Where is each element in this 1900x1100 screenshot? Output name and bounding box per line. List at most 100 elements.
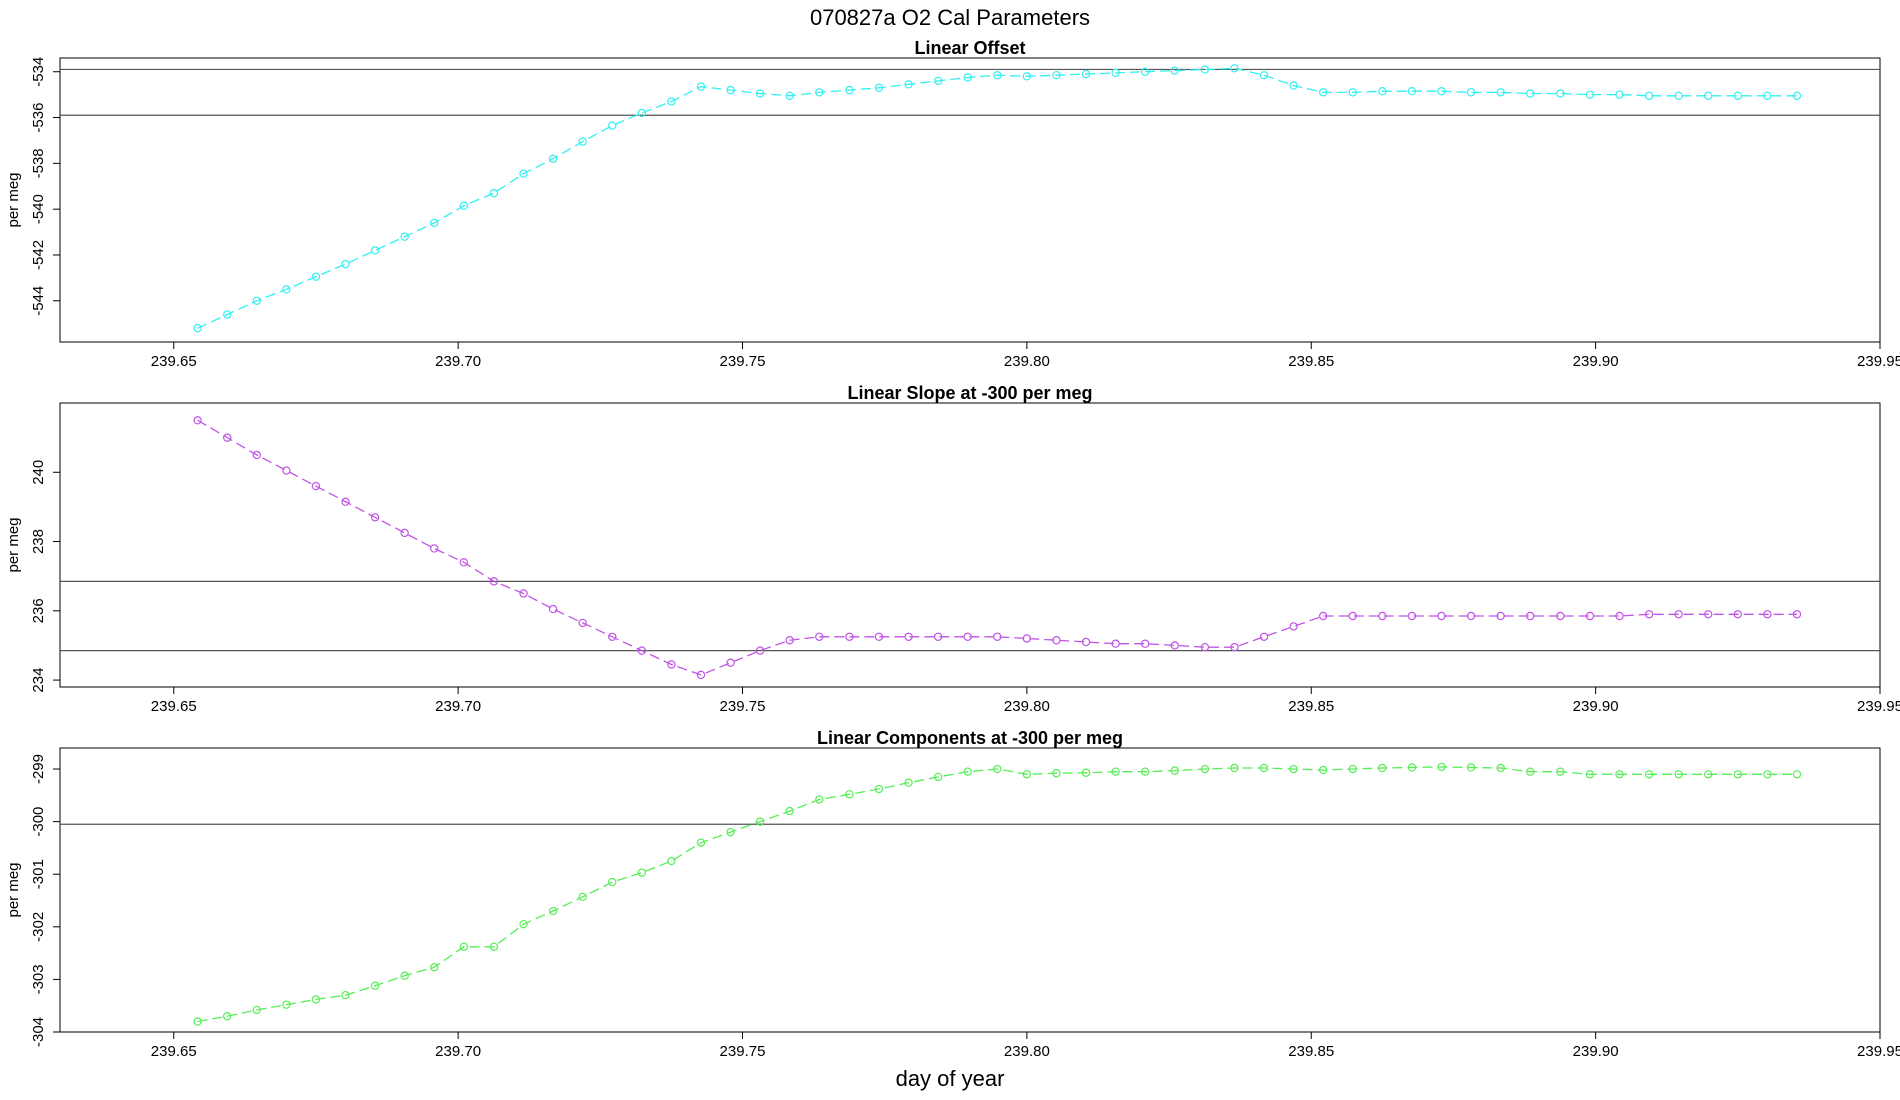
data-point	[608, 121, 617, 130]
x-axis-label: day of year	[896, 1066, 1005, 1091]
y-tick-label: -534	[30, 57, 47, 87]
data-point	[1763, 610, 1772, 619]
y-tick-label: -302	[30, 912, 47, 942]
data-point	[341, 259, 350, 269]
data-point	[667, 97, 676, 106]
y-tick-label: 236	[30, 598, 47, 623]
data-point	[1496, 763, 1505, 773]
data-point	[608, 632, 617, 641]
x-tick-label: 239.85	[1288, 1043, 1334, 1060]
data-point	[904, 632, 913, 641]
data-point	[1585, 90, 1595, 99]
data-point	[1704, 610, 1713, 619]
data-point	[1259, 632, 1269, 641]
data-point	[1585, 611, 1595, 621]
y-tick-label: -299	[30, 754, 47, 784]
data-point	[311, 995, 321, 1004]
data-point	[1081, 768, 1091, 777]
data-point	[578, 892, 587, 902]
data-point	[400, 528, 409, 538]
data-point	[1348, 611, 1357, 621]
panel-1: Linear Offset 239.65 239.70 239.75 239.80 239…	[5, 38, 1900, 370]
data-point	[282, 1000, 291, 1009]
data-point	[311, 272, 321, 281]
data-point	[1556, 611, 1565, 621]
data-point	[963, 632, 972, 641]
x-tick-label: 239.90	[1573, 698, 1619, 715]
data-point	[1052, 636, 1061, 645]
x-tick-label: 239.65	[151, 698, 197, 715]
data-point	[1289, 81, 1298, 90]
data-point	[874, 632, 884, 641]
x-tick-label: 239.85	[1288, 353, 1334, 370]
y-tick-label: -301	[30, 859, 47, 889]
data-point	[519, 589, 528, 598]
y-axis-label: per meg	[5, 172, 22, 227]
y-tick-label: -536	[30, 103, 47, 133]
data-point	[1704, 91, 1713, 100]
data-point	[1140, 67, 1150, 76]
data-point	[1496, 611, 1505, 621]
data-point	[430, 963, 439, 972]
plot-frame	[59, 57, 1881, 343]
data-point	[370, 513, 380, 522]
data-point	[459, 558, 469, 567]
data-point	[1200, 642, 1210, 652]
data-point	[282, 466, 291, 475]
data-point	[1407, 611, 1417, 621]
data-point	[430, 218, 439, 228]
data-point	[815, 795, 824, 804]
data-point	[1022, 634, 1032, 643]
data-point	[400, 971, 409, 980]
y-tick-label: -304	[30, 1017, 47, 1047]
data-point	[1674, 610, 1683, 619]
data-point	[785, 91, 794, 100]
data-point	[696, 838, 706, 847]
data-point	[489, 577, 499, 586]
data-point	[1526, 767, 1535, 776]
data-point	[341, 497, 350, 506]
data-point	[1052, 70, 1061, 80]
data-point	[874, 83, 884, 92]
data-point	[1615, 90, 1624, 99]
data-point	[963, 767, 972, 776]
panel-title: Linear Slope at -300 per meg	[847, 383, 1092, 403]
data-point	[726, 658, 735, 667]
series-line	[197, 419, 1797, 676]
y-tick-label: 238	[30, 529, 47, 554]
data-point	[1526, 89, 1535, 98]
data-point	[1585, 770, 1595, 779]
data-point	[1081, 637, 1091, 647]
data-point	[1140, 639, 1150, 648]
x-tick-label: 239.70	[435, 1043, 481, 1060]
data-point	[815, 632, 824, 641]
data-point	[1733, 91, 1743, 100]
data-point	[1733, 770, 1743, 779]
data-point	[1526, 611, 1535, 621]
data-point	[726, 827, 735, 837]
data-point	[1763, 91, 1772, 100]
data-point	[459, 942, 469, 952]
data-point	[667, 660, 676, 669]
data-point	[1318, 765, 1328, 775]
data-point	[459, 201, 469, 210]
data-point	[1792, 91, 1802, 100]
y-tick-label: -540	[30, 194, 47, 224]
data-point	[1556, 767, 1565, 776]
y-axis-label: per meg	[5, 517, 22, 572]
panel-3: Linear Components at -300 per meg 239.65 2…	[5, 728, 1900, 1060]
data-point	[1466, 88, 1476, 97]
data-point	[1644, 770, 1654, 779]
data-point	[1289, 622, 1298, 631]
data-point	[845, 790, 854, 799]
x-tick-label: 239.90	[1573, 353, 1619, 370]
panel-title: Linear Components at -300 per meg	[817, 728, 1123, 748]
data-point	[1466, 611, 1476, 621]
data-point	[1407, 87, 1417, 96]
panel-2: Linear Slope at -300 per meg 239.65 239.70…	[5, 383, 1900, 715]
y-tick-label: 234	[30, 668, 47, 693]
data-point	[1378, 87, 1387, 96]
data-point	[696, 82, 706, 91]
data-point	[1140, 767, 1150, 776]
data-point	[1496, 88, 1505, 97]
